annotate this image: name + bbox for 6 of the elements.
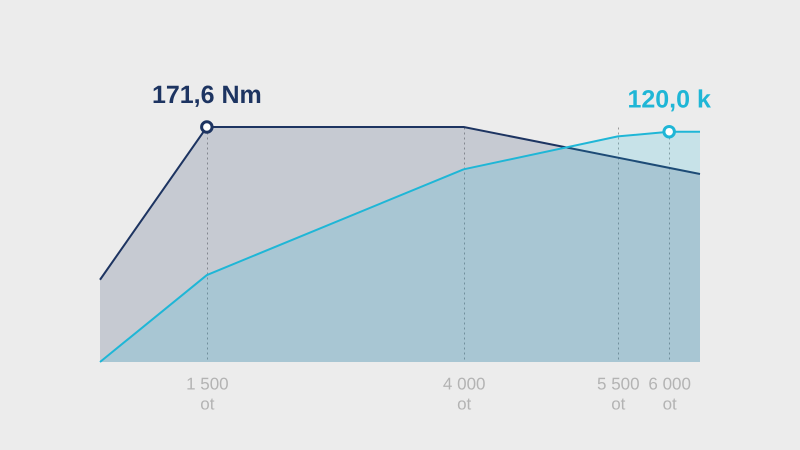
x-tick-label: 1 500 ot [186, 374, 229, 414]
annotation: 120,0 k [627, 86, 711, 114]
annotation: 171,6 Nm [152, 81, 262, 109]
x-tick-label: 5 500 ot [597, 374, 640, 414]
x-tick-label: 4 000 ot [442, 374, 486, 414]
x-tick-label: 6 000 ot [648, 374, 691, 414]
